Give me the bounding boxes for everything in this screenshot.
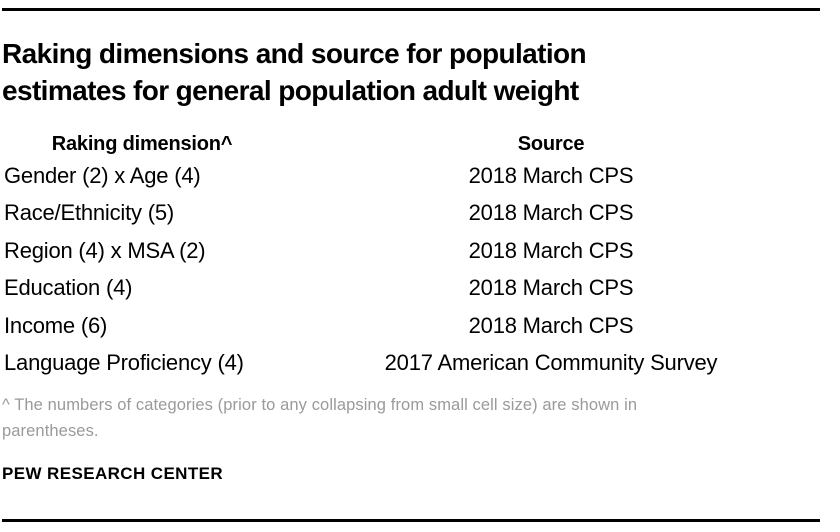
dimension-cell: Region (4) x MSA (2) — [4, 237, 206, 263]
table-row: Region (4) x MSA (2) 2018 March CPS — [2, 232, 820, 270]
bottom-rule — [2, 519, 820, 522]
source-cell: 2018 March CPS — [468, 162, 634, 188]
dimension-cell: Gender (2) x Age (4) — [4, 162, 201, 188]
table-row: Income (6) 2018 March CPS — [2, 307, 820, 345]
source-cell: 2017 American Community Survey — [384, 350, 718, 376]
table-row: Race/Ethnicity (5) 2018 March CPS — [2, 195, 820, 233]
dimension-cell: Language Proficiency (4) — [4, 350, 244, 376]
dimension-cell: Race/Ethnicity (5) — [4, 200, 175, 226]
figure-title: Raking dimensions and source for populat… — [2, 38, 587, 106]
dimension-cell: Education (4) — [4, 275, 133, 301]
column-header-source: Source — [517, 132, 585, 155]
table-row: Gender (2) x Age (4) 2018 March CPS — [2, 157, 820, 195]
top-rule — [2, 8, 820, 11]
dimension-cell: Income (6) — [4, 312, 108, 338]
source-cell: 2018 March CPS — [468, 312, 634, 338]
table-row: Language Proficiency (4) 2017 American C… — [2, 345, 820, 383]
source-cell: 2018 March CPS — [468, 200, 634, 226]
pew-research-center-branding: PEW RESEARCH CENTER — [2, 464, 224, 483]
column-header-raking-dimension: Raking dimension^ — [51, 132, 233, 155]
table-row: Education (4) 2018 March CPS — [2, 270, 820, 308]
footnote: ^ The numbers of categories (prior to an… — [2, 396, 638, 440]
figure-page: Raking dimensions and source for populat… — [0, 8, 840, 532]
raking-dimensions-table: Raking dimension^ Source Gender (2) x Ag… — [2, 131, 820, 382]
source-cell: 2018 March CPS — [468, 275, 634, 301]
table-header-row: Raking dimension^ Source — [2, 131, 820, 157]
source-cell: 2018 March CPS — [468, 237, 634, 263]
